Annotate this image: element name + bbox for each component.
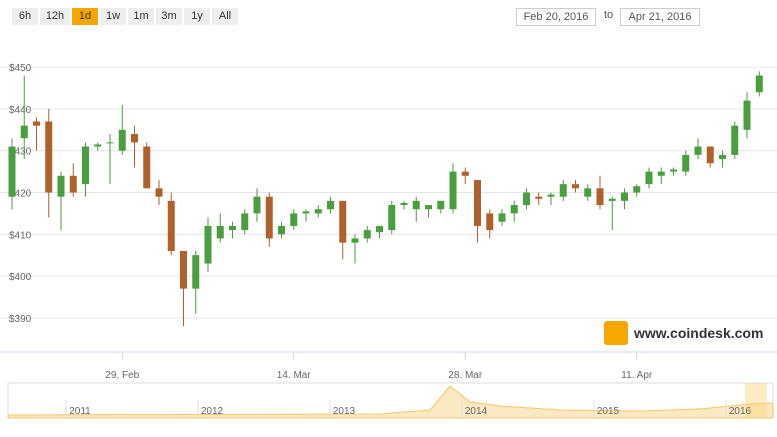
candle-body bbox=[633, 186, 641, 193]
navigator-label: 2011 bbox=[69, 406, 91, 417]
navigator-label: 2016 bbox=[729, 406, 752, 417]
candle-body bbox=[327, 200, 334, 210]
candle-body bbox=[523, 192, 530, 206]
candle-body bbox=[400, 202, 408, 206]
range-button[interactable]: 1y bbox=[184, 8, 210, 25]
candle-body bbox=[388, 205, 396, 231]
candle-body bbox=[461, 171, 469, 176]
y-tick-label: $400 bbox=[9, 272, 32, 283]
x-tick-label: 29. Feb bbox=[105, 370, 139, 381]
candle-body bbox=[755, 75, 763, 93]
candle-body bbox=[412, 200, 420, 210]
candle-body bbox=[584, 188, 592, 197]
y-tick-label: $450 bbox=[9, 63, 32, 74]
candle-body bbox=[253, 196, 261, 214]
candle-body bbox=[131, 134, 138, 143]
logo-icon bbox=[604, 321, 628, 345]
candle-body bbox=[265, 196, 273, 239]
candle-body bbox=[314, 209, 322, 214]
y-tick-label: $410 bbox=[9, 230, 32, 241]
candle-body bbox=[449, 171, 457, 210]
candle-body bbox=[596, 188, 604, 206]
candle-body bbox=[351, 238, 359, 243]
range-button[interactable]: 12h bbox=[40, 8, 70, 25]
date-to[interactable]: Apr 21, 2016 bbox=[620, 8, 700, 26]
candle-body bbox=[155, 188, 163, 197]
candle-body bbox=[437, 200, 445, 210]
candle-body bbox=[302, 211, 310, 214]
candle-body bbox=[57, 175, 65, 197]
x-tick-label: 14. Mar bbox=[277, 370, 312, 381]
candle-body bbox=[682, 154, 690, 172]
candle-body bbox=[216, 225, 224, 239]
candle-body bbox=[167, 200, 175, 251]
date-from[interactable]: Feb 20, 2016 bbox=[516, 8, 596, 26]
date-separator: to bbox=[604, 9, 614, 21]
range-button[interactable]: All bbox=[212, 8, 238, 25]
candle-body bbox=[706, 146, 714, 164]
x-tick-label: 28. Mar bbox=[448, 370, 483, 381]
range-button[interactable]: 6h bbox=[12, 8, 38, 25]
candle-body bbox=[45, 121, 53, 193]
candle-body bbox=[608, 198, 616, 201]
navigator-label: 2013 bbox=[333, 406, 356, 417]
candle-body bbox=[645, 171, 653, 185]
candle-body bbox=[670, 169, 677, 172]
x-tick-label: 11. Apr bbox=[621, 370, 653, 381]
candle-body bbox=[376, 225, 383, 233]
range-button[interactable]: 1w bbox=[100, 8, 126, 25]
candle-body bbox=[363, 230, 371, 239]
candle-body bbox=[290, 213, 298, 226]
navigator-window[interactable] bbox=[745, 383, 767, 418]
candle-body bbox=[20, 125, 28, 139]
candle-body bbox=[719, 154, 726, 160]
candle-body bbox=[192, 255, 200, 289]
candle-body bbox=[69, 175, 77, 193]
candle-body bbox=[82, 146, 89, 185]
range-button[interactable]: 3m bbox=[156, 8, 182, 25]
candle-body bbox=[498, 213, 506, 222]
navigator-label: 2015 bbox=[597, 406, 620, 417]
candle-body bbox=[33, 121, 40, 126]
candle-body bbox=[657, 171, 665, 176]
candle-body bbox=[229, 225, 236, 231]
candle-body bbox=[143, 146, 151, 189]
candle-body bbox=[118, 129, 126, 151]
candle-body bbox=[743, 100, 751, 130]
candle-body bbox=[339, 200, 347, 243]
y-tick-label: $420 bbox=[9, 189, 32, 200]
candle-body bbox=[547, 194, 555, 197]
range-button[interactable]: 1d bbox=[72, 8, 98, 25]
candle-body bbox=[621, 192, 628, 201]
candle-body bbox=[694, 146, 702, 155]
candle-body bbox=[486, 213, 494, 231]
candle-body bbox=[180, 250, 187, 289]
y-tick-label: $430 bbox=[9, 147, 32, 158]
navigator-label: 2012 bbox=[201, 406, 224, 417]
candle-body bbox=[204, 225, 212, 264]
candle-body bbox=[559, 184, 567, 197]
candle-body bbox=[731, 125, 739, 155]
candle-body bbox=[106, 142, 114, 144]
y-tick-label: $390 bbox=[9, 314, 32, 325]
navigator-area bbox=[7, 385, 774, 419]
candle-body bbox=[535, 196, 543, 199]
candle-body bbox=[474, 179, 481, 226]
candle-body bbox=[278, 225, 285, 235]
navigator-label: 2014 bbox=[465, 406, 488, 417]
watermark: www.coindesk.com bbox=[633, 325, 763, 341]
candle-body bbox=[510, 205, 518, 214]
candle-body bbox=[425, 205, 432, 210]
candle-body bbox=[8, 146, 16, 197]
y-tick-label: $440 bbox=[9, 105, 32, 116]
candle-body bbox=[572, 184, 579, 189]
candle-body bbox=[94, 144, 102, 147]
candle-body bbox=[241, 213, 249, 231]
range-button[interactable]: 1m bbox=[128, 8, 154, 25]
